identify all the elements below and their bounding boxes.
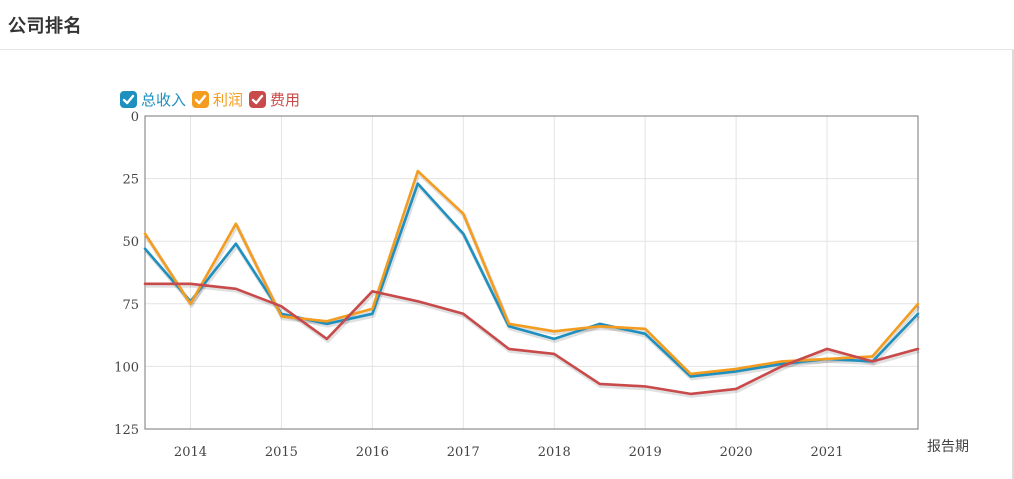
x-tick-label: 2021 [811, 445, 844, 460]
checkbox-icon[interactable] [192, 91, 210, 108]
legend-label: 利润 [213, 91, 244, 109]
x-tick-label: 2015 [265, 445, 298, 460]
x-axis-label: 报告期 [927, 439, 969, 455]
y-tick-label: 25 [122, 173, 139, 188]
series-line-1 [143, 169, 920, 376]
x-tick-label: 2017 [447, 445, 480, 460]
legend-item-1[interactable]: 利润 [192, 89, 243, 110]
y-tick-label: 0 [131, 110, 139, 125]
x-tick-label: 2014 [174, 445, 207, 460]
scrollbar-edge [1012, 50, 1014, 479]
page-title: 公司排名 [8, 16, 82, 37]
x-tick-label: 2018 [538, 445, 571, 460]
checkbox-icon[interactable] [120, 91, 137, 108]
legend-label: 总收入 [141, 91, 187, 109]
x-tick-label: 2016 [356, 445, 389, 460]
chart-legend: 总收入 利润 费用 [120, 89, 306, 110]
y-tick-label: 75 [122, 298, 139, 313]
y-tick-label: 100 [114, 360, 139, 375]
y-tick-label: 50 [122, 235, 139, 250]
checkbox-icon[interactable] [249, 91, 267, 108]
x-tick-label: 2020 [720, 445, 753, 460]
legend-item-0[interactable]: 总收入 [120, 89, 186, 110]
y-tick-label: 125 [114, 423, 139, 438]
series-line-2 [143, 282, 920, 396]
x-tick-label: 2019 [629, 445, 662, 460]
plot-frame [144, 115, 919, 430]
series-shadow [146, 283, 920, 398]
legend-item-2[interactable]: 费用 [249, 89, 300, 110]
legend-label: 费用 [270, 91, 301, 109]
header-bar: 公司排名 [0, 0, 1014, 50]
series-line-0 [143, 182, 920, 378]
